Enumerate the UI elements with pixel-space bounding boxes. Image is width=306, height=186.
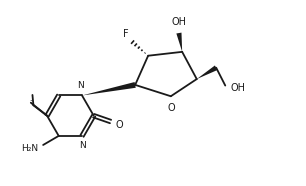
Text: F: F [123, 29, 129, 39]
Polygon shape [176, 33, 182, 52]
Polygon shape [82, 82, 136, 95]
Text: N: N [79, 141, 86, 150]
Text: OH: OH [171, 17, 186, 27]
Text: OH: OH [230, 83, 245, 93]
Polygon shape [197, 65, 218, 79]
Text: H₂N: H₂N [21, 144, 39, 153]
Text: O: O [168, 103, 175, 113]
Text: N: N [77, 81, 84, 90]
Text: O: O [115, 120, 123, 130]
Text: •: • [30, 100, 32, 103]
